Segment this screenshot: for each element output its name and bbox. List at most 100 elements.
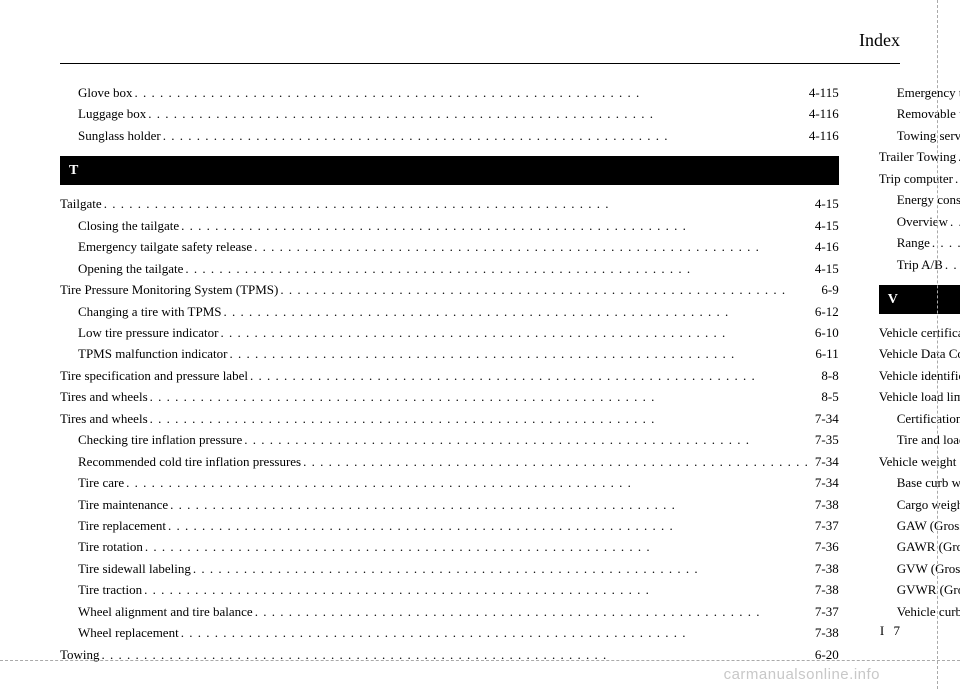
- entry-page: 7-38: [811, 494, 839, 515]
- index-entry: Emergency towing6-22: [879, 82, 960, 103]
- entry-page: 7-34: [811, 472, 839, 493]
- index-entry: Recommended cold tire inflation pressure…: [60, 451, 839, 472]
- entry-page: 4-116: [805, 103, 839, 124]
- entry-dots: [218, 322, 810, 343]
- entry-label: Sunglass holder: [78, 125, 161, 146]
- index-entry: GAW (Gross axle weight)5-51: [879, 515, 960, 536]
- entry-dots: [191, 558, 811, 579]
- entry-label: Vehicle weight glossary: [879, 451, 960, 472]
- entry-dots: [253, 601, 811, 622]
- index-entry: Sunglass holder 4-116: [60, 125, 839, 146]
- index-entry: Tires and wheels7-34: [60, 408, 839, 429]
- index-entry: Tire care 7-34: [60, 472, 839, 493]
- index-entry: Vehicle identification number (VIN)8-7: [879, 365, 960, 386]
- entry-label: Cargo weight: [897, 494, 960, 515]
- entry-dots: [943, 254, 960, 275]
- index-entry: Closing the tailgate4-15: [60, 215, 839, 236]
- entry-dots: [161, 125, 805, 146]
- entry-label: Overview: [897, 211, 948, 232]
- entry-label: Tailgate: [60, 193, 102, 214]
- watermark: carmanualsonline.info: [724, 666, 880, 683]
- entry-label: GVWR (Gross vehicle weight rating): [897, 579, 960, 600]
- entry-page: 6-9: [817, 279, 838, 300]
- page-num: 7: [894, 623, 901, 638]
- entry-label: Changing a tire with TPMS: [78, 301, 221, 322]
- index-entry: Wheel replacement7-38: [60, 622, 839, 643]
- index-entry: Checking tire inflation pressure7-35: [60, 429, 839, 450]
- entry-dots: [146, 103, 805, 124]
- entry-label: Certification label: [897, 408, 960, 429]
- entry-dots: [168, 494, 811, 515]
- index-entry: Tires and wheels8-5: [60, 386, 839, 407]
- entry-label: Removable towing hook (front): [897, 103, 960, 124]
- index-entry: Towing6-20: [60, 644, 839, 665]
- entry-page: 7-35: [811, 429, 839, 450]
- entry-label: Towing: [60, 644, 100, 665]
- entry-page: 4-15: [811, 193, 839, 214]
- entry-dots: [953, 168, 960, 189]
- section-letter-t: T: [60, 156, 839, 185]
- entry-dots: [248, 365, 817, 386]
- index-entry: Tire sidewall labeling7-38: [60, 558, 839, 579]
- entry-label: Tire rotation: [78, 536, 143, 557]
- entry-label: Towing service: [897, 125, 960, 146]
- entry-label: Range: [897, 232, 930, 253]
- entry-page: 6-12: [811, 301, 839, 322]
- entry-label: Tire and loading information label: [897, 429, 960, 450]
- entry-label: Wheel replacement: [78, 622, 179, 643]
- crop-mark-bottom: [0, 660, 960, 661]
- entry-label: GAW (Gross axle weight): [897, 515, 960, 536]
- index-entry: Energy consumption4-61: [879, 189, 960, 210]
- entry-label: Low tire pressure indicator: [78, 322, 218, 343]
- entry-label: GVW (Gross vehicle weight): [897, 558, 960, 579]
- entry-label: Tire maintenance: [78, 494, 168, 515]
- entry-label: GAWR (Gross axle weight rating): [897, 536, 960, 557]
- entry-label: Trailer Towing: [879, 146, 956, 167]
- index-entry: Tire traction7-38: [60, 579, 839, 600]
- index-entry: Trip A/B4-62: [879, 254, 960, 275]
- entry-dots: [148, 408, 811, 429]
- entry-dots: [179, 622, 811, 643]
- index-entry: Tire rotation 7-36: [60, 536, 839, 557]
- entry-label: Glove box: [78, 82, 133, 103]
- index-entry: Certification label5-50: [879, 408, 960, 429]
- entry-label: Vehicle Data Collection and Event Data R…: [879, 343, 960, 364]
- index-entry: Tire replacement7-37: [60, 515, 839, 536]
- entry-label: Tires and wheels: [60, 408, 148, 429]
- right-column: Emergency towing6-22Removable towing hoo…: [879, 82, 960, 665]
- page-number: I 7: [880, 623, 900, 639]
- index-entry: Changing a tire with TPMS 6-12: [60, 301, 839, 322]
- entry-label: Energy consumption: [897, 189, 960, 210]
- entry-dots: [133, 82, 805, 103]
- entry-dots: [166, 515, 811, 536]
- entry-label: Tires and wheels: [60, 386, 148, 407]
- entry-page: 7-38: [811, 558, 839, 579]
- header-rule: [60, 63, 900, 64]
- index-entry: Tire specification and pressure label8-8: [60, 365, 839, 386]
- index-entry: Tailgate 4-15: [60, 193, 839, 214]
- entry-label: Vehicle curb weight: [897, 601, 960, 622]
- entry-dots: [183, 258, 810, 279]
- entry-label: Vehicle load limit: [879, 386, 960, 407]
- entry-label: Tire Pressure Monitoring System (TPMS): [60, 279, 278, 300]
- entry-page: 4-15: [811, 258, 839, 279]
- entry-label: Luggage box: [78, 103, 146, 124]
- index-entry: TPMS malfunction indicator6-11: [60, 343, 839, 364]
- entry-dots: [124, 472, 811, 493]
- index-page: Index Glove box4-115Luggage box4-116Sung…: [0, 0, 960, 689]
- entry-label: Vehicle identification number (VIN): [879, 365, 960, 386]
- entry-label: Opening the tailgate: [78, 258, 183, 279]
- index-entry: Towing service6-20: [879, 125, 960, 146]
- entry-label: Vehicle certification label: [879, 322, 960, 343]
- index-entry: Trailer Towing5-46: [879, 146, 960, 167]
- entry-label: Tire care: [78, 472, 124, 493]
- entry-page: 7-36: [811, 536, 839, 557]
- index-entry: Overview4-61: [879, 211, 960, 232]
- entry-label: Trip computer: [879, 168, 953, 189]
- index-entry: Tire Pressure Monitoring System (TPMS) 6-…: [60, 279, 839, 300]
- index-entry: Glove box4-115: [60, 82, 839, 103]
- index-entry: Opening the tailgate 4-15: [60, 258, 839, 279]
- index-entry: Base curb weight5-51: [879, 472, 960, 493]
- entry-page: 4-116: [805, 125, 839, 146]
- entry-page: 4-15: [811, 215, 839, 236]
